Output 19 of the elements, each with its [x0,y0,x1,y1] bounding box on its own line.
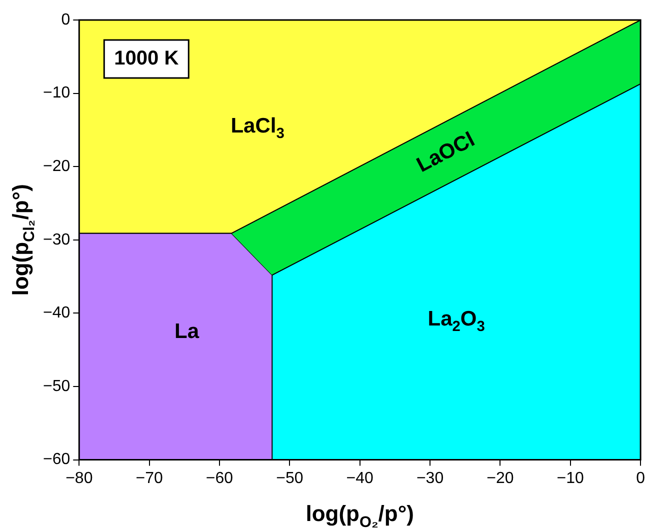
y-tick-label: −40 [43,304,70,322]
y-tick-label: −20 [43,158,70,176]
y-tick-label: −30 [43,231,70,248]
x-tick-label: 0 [636,470,646,487]
y-axis-title: log(pCl₂/p°) [8,184,38,296]
x-tick-label: −40 [346,470,374,487]
x-tick-label: −80 [66,470,93,487]
x-tick-label: −70 [136,470,163,487]
x-tick-label: −60 [206,470,234,487]
series-label: La [174,320,200,344]
x-tick-label: −20 [486,470,514,487]
y-tick-label: −10 [43,84,70,102]
y-tick-label: −50 [43,378,70,395]
annotation: 1000 K [114,48,180,70]
x-tick-label: −50 [276,470,304,487]
x-tick-label: −30 [416,470,444,487]
x-tick-label: −10 [556,470,584,487]
y-tick-label: −60 [43,451,70,468]
y-tick-label: 0 [61,11,70,28]
